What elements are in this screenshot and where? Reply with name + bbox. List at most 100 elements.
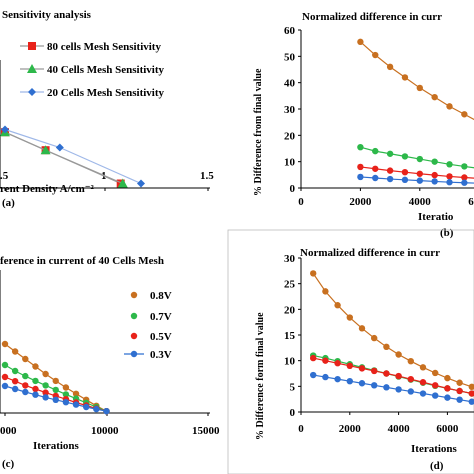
panel-d-series-3-point <box>407 388 414 395</box>
panel-c-legend: 0.8V 0.7V 0.5V 0.3V <box>124 290 172 361</box>
panel-c-series-1-point <box>32 377 39 385</box>
panel-d-ytick-label: 0 <box>290 407 296 419</box>
panel-c-series-2-point <box>32 385 39 393</box>
panel-b-series-2-point <box>372 165 379 172</box>
panel-c-series-0-point <box>22 355 29 363</box>
panel-c-legend-marker <box>130 291 138 299</box>
panel-c-series-1-point <box>62 391 70 398</box>
panel-b-series-0-point <box>401 74 409 81</box>
panel-b-axes: 0 10 20 30 40 50 60 0 2000 4000 6000 <box>284 25 474 208</box>
panel-c-legend-marker <box>130 312 138 320</box>
panel-c-series-0-point <box>72 390 80 397</box>
panel-d-series-2-point <box>371 367 378 375</box>
panel-c-series-1-point <box>11 367 19 375</box>
panel-b-series-0-point <box>461 111 468 118</box>
panel-d-series-0-point <box>310 270 317 277</box>
panel-c-legend-label: 0.8V <box>150 290 172 302</box>
panel-a-legend-label: 40 Cells Mesh Sensitivity <box>47 64 165 76</box>
panel-d-series-2-point <box>432 382 439 389</box>
panel-b-ytick-label: 10 <box>284 157 296 169</box>
panel-b-series-3-point <box>416 177 423 184</box>
panel-c-series-2-point <box>22 382 29 389</box>
panel-c-series-3-point <box>42 394 49 401</box>
panel-d-ytick-label: 25 <box>284 279 296 291</box>
panel-b-series-3-point <box>357 173 364 181</box>
panel-b-xtick-label: 6000 <box>468 196 474 208</box>
panel-d-series-2-point <box>322 357 329 364</box>
panel-a-x-label: rent Density A/cm⁻² <box>0 183 95 195</box>
panel-b-series-1-point <box>416 155 423 163</box>
panel-d-y-label: % Difference form final value <box>255 312 266 440</box>
panel-a-caption: (a) <box>2 197 15 209</box>
panel-b-series-1-point <box>386 150 394 157</box>
panel-a-series-2-point <box>1 125 9 134</box>
panel-c: ference in current of 40 Cells Mesh 000 … <box>0 255 220 470</box>
panel-d-series-0-point <box>346 314 353 321</box>
panel-c-legend-label: 0.7V <box>150 311 172 323</box>
panel-a-legend-label: 20 Cells Mesh Sensitivity <box>47 87 165 99</box>
panel-b-xtick-label: 2000 <box>349 196 372 208</box>
panel-b-ytick-label: 40 <box>284 78 296 90</box>
panel-c-series-0-point <box>62 384 70 391</box>
panel-b-series-1-point <box>431 158 438 165</box>
panel-c-series-0-point <box>11 348 19 355</box>
panel-b-xtick-label: 0 <box>298 196 304 208</box>
panel-c-x-label: Iterations <box>33 440 80 452</box>
panel-b-series-1-point <box>461 163 468 170</box>
panel-c-series-3-point <box>62 399 70 406</box>
panel-b-xtick-label: 4000 <box>409 196 432 208</box>
panel-d-border <box>227 229 474 474</box>
panel-d-series-3-point <box>310 371 317 379</box>
panel-c-xtick-label: 15000 <box>192 425 220 437</box>
panel-d-xtick-label: 4000 <box>388 423 411 435</box>
panel-b-series-3-point <box>461 179 468 186</box>
panel-c-series-2-point <box>1 373 9 381</box>
panel-b-series-0-point <box>431 93 438 101</box>
panel-d-series-3-point <box>395 386 402 393</box>
panel-b-series-1-point <box>446 161 453 168</box>
panel-b-series-3-point <box>386 175 394 183</box>
panel-c-series-3-point <box>72 401 80 408</box>
panel-c-legend-label: 0.5V <box>150 331 172 343</box>
panel-b-series-2-point <box>386 167 394 174</box>
panel-b-y-label: % Difference from final value <box>253 68 264 196</box>
panel-a-legend-marker <box>28 88 36 96</box>
panel-c-title: ference in current of 40 Cells Mesh <box>0 255 164 267</box>
panel-d-series-2-point <box>346 362 353 369</box>
panel-c-series-0-point <box>32 363 39 370</box>
panel-b: Normalized difference in curr % Differen… <box>253 11 474 239</box>
panel-c-legend-label: 0.3V <box>150 349 172 361</box>
panel-b-ytick-label: 20 <box>284 130 296 142</box>
panel-d-xtick-label: 0 <box>298 423 304 435</box>
panel-d-series-3-point <box>358 380 366 387</box>
panel-d-axes: 0 5 10 15 20 25 30 0 2000 4000 6000 <box>284 253 474 435</box>
panel-c-xtick-label: 10000 <box>91 425 119 437</box>
panel-b-series-2-point <box>401 169 409 176</box>
panel-d-series-0-point <box>395 351 402 358</box>
panel-d-series-0-point <box>419 364 427 371</box>
panel-d-series-0-point <box>383 343 390 351</box>
panel-b-ytick-label: 30 <box>284 104 296 116</box>
panel-a-legend-label: 80 cells Mesh Sensitivity <box>47 41 161 53</box>
panel-d-title: Normalized difference in curr <box>300 247 440 259</box>
panel-b-series-0-point <box>416 84 423 92</box>
panel-c-series-3-point <box>1 382 9 390</box>
panel-b-series-2-point <box>461 174 468 181</box>
panel-d-series-2-point <box>419 379 427 386</box>
panel-d-series-0-point <box>358 325 366 332</box>
panel-c-series-3-point <box>22 388 29 396</box>
panel-b-title: Normalized difference in curr <box>302 11 442 23</box>
panel-d-series-2-point <box>334 360 341 367</box>
panel-b-x-label: Iteratio <box>418 211 454 223</box>
panel-b-ytick-label: 0 <box>290 183 296 195</box>
panel-a-legend-marker <box>28 42 36 50</box>
panel-b-series-0-point <box>386 63 394 71</box>
panel-b-series-2-point <box>446 173 453 180</box>
panel-d-series-2-point <box>407 375 414 383</box>
panel-b-ytick-label: 50 <box>284 51 296 63</box>
panel-d-series-0-point <box>432 369 439 377</box>
panel-a-series-2-line <box>4 128 142 185</box>
panel-d-series-3-point <box>371 382 378 389</box>
panel-a-title: Sensitivity analysis <box>2 9 92 21</box>
panel-a-xtick-label: .5 <box>0 170 9 182</box>
